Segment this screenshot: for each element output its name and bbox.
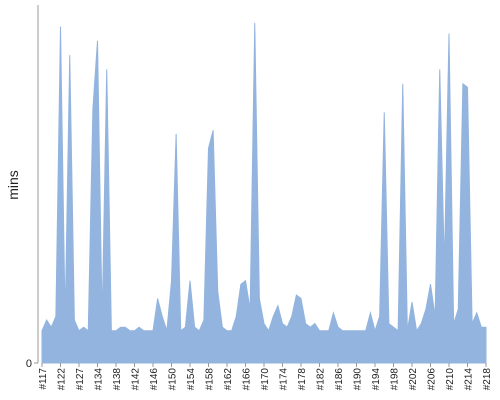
x-tick-label: #166 <box>242 368 253 391</box>
x-tick-label: #170 <box>260 368 271 391</box>
x-tick-label: #210 <box>445 368 456 391</box>
x-tick-label: #138 <box>112 368 123 391</box>
x-tick-label: #154 <box>186 368 197 391</box>
x-tick-label: #127 <box>75 368 86 391</box>
x-tick-label: #198 <box>390 368 401 391</box>
x-tick-label: #146 <box>149 368 160 391</box>
x-tick-label: #122 <box>57 368 68 391</box>
x-tick-label: #190 <box>353 368 364 391</box>
x-tick-label: #206 <box>427 368 438 391</box>
x-tick-label: #117 <box>38 368 49 390</box>
x-tick-label: #162 <box>223 368 234 391</box>
x-tick-label: #218 <box>482 368 493 391</box>
x-tick-label: #174 <box>279 368 290 391</box>
x-tick-label: #202 <box>408 368 419 391</box>
area <box>41 22 487 364</box>
x-tick-label: #150 <box>168 368 179 391</box>
y-axis-label: mins <box>5 170 21 200</box>
x-tick-label: #194 <box>371 368 382 391</box>
x-tick-label: #158 <box>205 368 216 391</box>
x-tick-label: #214 <box>464 368 475 391</box>
x-tick-label: #178 <box>297 368 308 391</box>
x-tick-label: #142 <box>131 368 142 391</box>
x-tick-label: #182 <box>316 368 327 391</box>
x-tick-label: #186 <box>334 368 345 391</box>
x-tick-label: #134 <box>94 368 105 391</box>
y-tick-label: 0 <box>26 358 32 370</box>
